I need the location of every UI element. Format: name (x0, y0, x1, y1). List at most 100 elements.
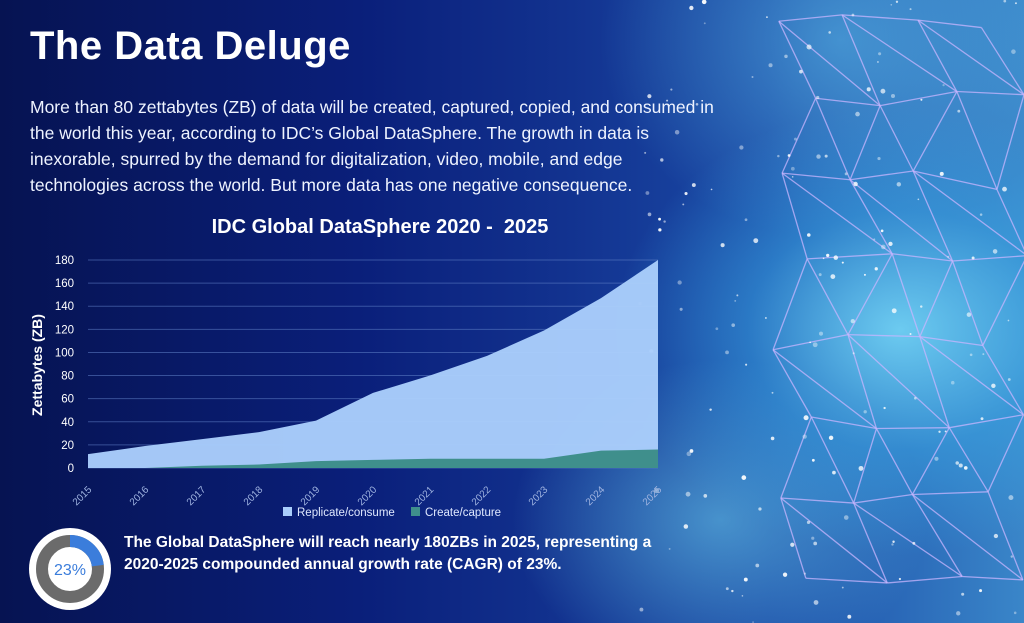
mesh-line (853, 502, 963, 578)
particle-dot (799, 69, 803, 74)
mesh-line (853, 428, 878, 504)
mesh-line (880, 90, 957, 107)
mesh-line (841, 14, 881, 106)
mesh-line (849, 170, 914, 181)
cagr-statement: The Global DataSphere will reach nearly … (124, 534, 652, 573)
particle-dot (812, 342, 818, 348)
particle-dot (841, 586, 844, 589)
particle-dot (982, 353, 985, 356)
particle-dot (802, 434, 807, 439)
mesh-line (805, 577, 888, 584)
particle-dot (892, 540, 895, 543)
area-series-replicate (88, 260, 658, 468)
mesh-line (778, 14, 843, 22)
mesh-line (778, 20, 881, 107)
particle-dot (734, 299, 737, 302)
particle-dot (771, 391, 774, 394)
mesh-line (956, 91, 998, 190)
particle-dot (736, 294, 739, 297)
x-tick-label: 2016 (128, 484, 152, 508)
legend-swatch-create (411, 507, 420, 516)
particle-dot (811, 536, 815, 540)
particle-dot (878, 52, 882, 56)
mesh-line (980, 27, 1024, 96)
mesh-line (912, 493, 1024, 581)
x-tick-label: 2015 (71, 484, 95, 508)
particle-dot (755, 563, 760, 568)
chart-legend: Replicate/consume Create/capture (283, 507, 501, 519)
mesh-line (842, 14, 919, 21)
x-tick-label: 2022 (470, 484, 494, 508)
particle-dot (685, 491, 691, 497)
particle-dot (813, 600, 819, 605)
particle-dot (703, 494, 708, 498)
particle-dot (816, 154, 821, 159)
particle-dot (1002, 186, 1007, 192)
particle-dot (991, 383, 996, 389)
particle-dot (793, 137, 797, 141)
mesh-line (853, 493, 913, 504)
particle-dot (934, 456, 939, 461)
particle-dot (720, 243, 725, 248)
particle-dot (787, 154, 791, 157)
mesh-line (780, 497, 807, 579)
particle-dot (1008, 495, 1014, 501)
particle-dot (957, 109, 961, 113)
particle-dot (670, 88, 673, 91)
particle-dot (852, 352, 855, 355)
x-axis-ticks: 2015 2016 2017 2018 2019 2020 2021 2022 2023 2024… (71, 484, 665, 508)
particle-dot (677, 280, 682, 285)
y-tick-label: 100 (55, 347, 74, 359)
mesh-line (987, 414, 1024, 493)
x-tick-label: 2021 (413, 484, 437, 508)
mesh-line (996, 189, 1024, 251)
x-tick-label: 2019 (299, 484, 323, 508)
particle-dot (947, 255, 950, 258)
particle-dot (938, 430, 941, 433)
y-tick-label: 0 (68, 463, 74, 475)
mesh-line (781, 172, 893, 255)
mesh-line (911, 494, 963, 577)
particle-dot (993, 533, 999, 539)
particle-dot (898, 577, 902, 581)
mesh-line (912, 491, 989, 496)
y-tick-label: 120 (55, 324, 74, 336)
particle-dot (844, 172, 848, 176)
particle-dot (668, 547, 671, 550)
mesh-line (781, 97, 817, 174)
mesh-line (949, 414, 1024, 429)
mesh-line (772, 258, 808, 350)
particle-dot (896, 182, 902, 187)
legend-label-create: Create/capture (425, 507, 501, 519)
particle-dot (992, 249, 998, 254)
particle-dot (741, 475, 747, 480)
particle-dot (784, 54, 788, 59)
particle-dot (811, 458, 815, 462)
particle-dot (647, 212, 652, 217)
mesh-line (815, 97, 851, 180)
particle-dot (1014, 2, 1017, 5)
intro-paragraph: More than 80 zettabytes (ZB) of data wil… (30, 97, 714, 195)
particle-dot (731, 589, 734, 593)
mesh-line (876, 427, 950, 430)
particle-dot (658, 217, 661, 221)
mesh-line (919, 336, 950, 428)
particle-dot (847, 614, 852, 619)
particle-dot (768, 63, 773, 68)
particle-dot (731, 323, 736, 327)
particle-dot (891, 308, 897, 314)
particle-dot (822, 257, 825, 260)
x-tick-label: 2018 (242, 484, 266, 508)
mesh-line (887, 575, 963, 584)
particle-dot (873, 238, 876, 241)
particle-dot (674, 130, 680, 135)
y-tick-label: 40 (61, 417, 74, 429)
mesh-line (879, 105, 914, 172)
mesh-line (853, 502, 888, 584)
particle-dot (744, 218, 748, 222)
particle-dot (853, 181, 858, 187)
mesh-line (919, 335, 983, 347)
mesh-line (847, 334, 950, 429)
